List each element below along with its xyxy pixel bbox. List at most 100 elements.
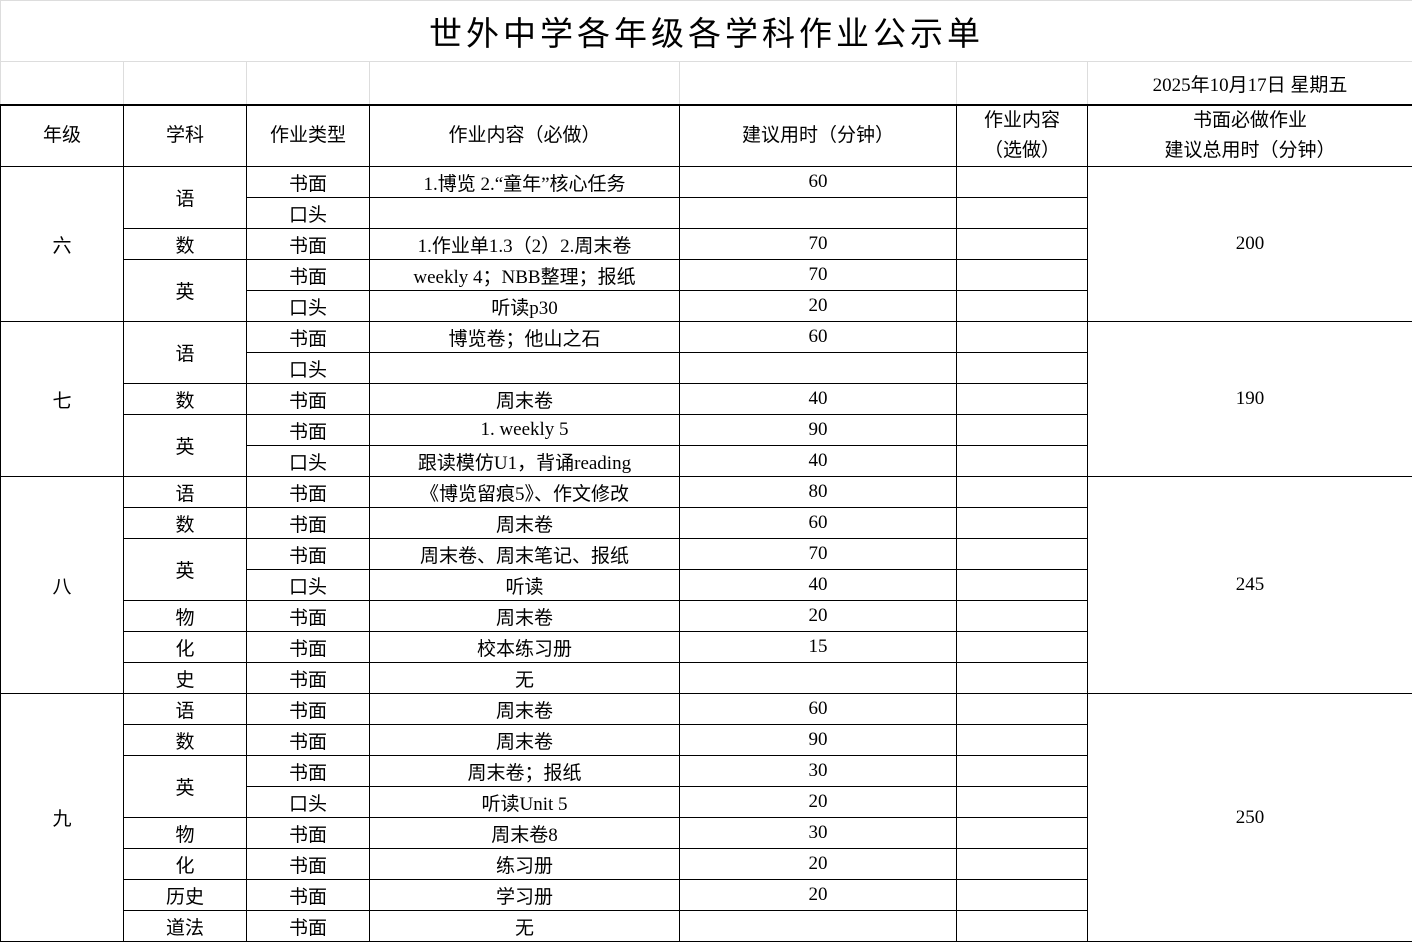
content-cell: 1. weekly 5 (369, 414, 680, 446)
table-row: 道法 书面无 (1, 910, 1412, 942)
minutes-cell: 40 (679, 445, 957, 477)
type-cell: 口头 (246, 569, 370, 601)
content-cell (369, 197, 680, 229)
optional-cell (956, 228, 1088, 260)
content-cell: 听读 (369, 569, 680, 601)
minutes-cell: 60 (679, 321, 957, 353)
content-cell: 练习册 (369, 848, 680, 880)
header-optional: 作业内容 （选做） (956, 104, 1088, 167)
minutes-cell: 15 (679, 631, 957, 663)
type-cell: 书面 (246, 414, 370, 446)
optional-cell (956, 848, 1088, 880)
date-label: 2025年10月17日 星期五 (1086, 61, 1412, 106)
subject-cell: 语 (123, 321, 247, 384)
minutes-cell: 70 (679, 538, 957, 570)
type-cell: 书面 (246, 848, 370, 880)
subject-cell: 英 (123, 259, 247, 322)
minutes-cell: 20 (679, 290, 957, 322)
table-row: 数书面 周末卷 90 (1, 724, 1412, 756)
optional-cell (956, 662, 1088, 694)
optional-cell (956, 290, 1088, 322)
subject-cell: 历史 (123, 879, 247, 911)
optional-cell (956, 383, 1088, 415)
optional-cell (956, 476, 1088, 508)
grade-cell: 七 (0, 321, 124, 477)
minutes-cell (679, 662, 957, 694)
type-cell: 书面 (246, 600, 370, 632)
subject-cell: 语 (123, 693, 247, 725)
optional-cell (956, 755, 1088, 787)
header-total-line1: 书面必做作业 (1193, 110, 1308, 131)
minutes-cell: 90 (679, 414, 957, 446)
header-total-line2: 建议总用时（分钟） (1164, 140, 1336, 161)
subject-cell: 化 (123, 848, 247, 880)
subject-cell: 物 (123, 600, 247, 632)
minutes-cell: 70 (679, 259, 957, 291)
subject-cell: 数 (123, 724, 247, 756)
minutes-cell: 20 (679, 879, 957, 911)
content-cell: 周末卷 (369, 693, 680, 725)
type-cell: 书面 (246, 166, 370, 198)
content-cell: 周末卷；报纸 (369, 755, 680, 787)
type-cell: 书面 (246, 259, 370, 291)
total-minutes-cell: 245 (1086, 476, 1412, 694)
content-cell: 周末卷 (369, 600, 680, 632)
table-row: 七语书面 博览卷；他山之石 60 190 (0, 321, 1412, 477)
table-row: 英书面 周末卷、周末笔记、报纸 70 (1, 538, 1412, 601)
header-total: 书面必做作业建议总用时（分钟） (1086, 104, 1412, 167)
table-row: 八语书面 《博览留痕5》、作文修改 80 245 (0, 476, 1412, 694)
content-cell: 无 (369, 662, 680, 694)
content-cell: 1.博览 2.“童年”核心任务 (369, 166, 680, 198)
content-cell (369, 352, 680, 384)
optional-cell (956, 786, 1088, 818)
header-subject: 学科 (123, 104, 247, 167)
subject-cell: 语 (123, 166, 247, 229)
content-cell: 听读Unit 5 (369, 786, 680, 818)
header-optional-line1: 作业内容 (983, 110, 1060, 131)
type-cell: 书面 (246, 383, 370, 415)
minutes-cell: 20 (679, 600, 957, 632)
total-minutes-cell: 200 (1086, 166, 1412, 322)
optional-cell (956, 445, 1088, 477)
type-cell: 书面 (246, 693, 370, 725)
content-cell: 1.作业单1.3（2）2.周末卷 (369, 228, 680, 260)
content-cell: weekly 4；NBB整理；报纸 (369, 259, 680, 291)
minutes-cell: 40 (679, 569, 957, 601)
minutes-cell (679, 352, 957, 384)
total-minutes-cell: 190 (1086, 321, 1412, 477)
table-row: 物书面 周末卷 20 (1, 600, 1412, 632)
optional-cell (956, 879, 1088, 911)
minutes-cell (679, 197, 957, 229)
optional-cell (956, 414, 1088, 446)
type-cell: 口头 (246, 197, 370, 229)
content-cell: 《博览留痕5》、作文修改 (369, 476, 680, 508)
type-cell: 书面 (246, 662, 370, 694)
optional-cell (956, 197, 1088, 229)
content-cell: 博览卷；他山之石 (369, 321, 680, 353)
minutes-cell: 20 (679, 848, 957, 880)
optional-cell (956, 166, 1088, 198)
content-cell: 校本练习册 (369, 631, 680, 663)
minutes-cell: 60 (679, 693, 957, 725)
header-grade: 年级 (0, 104, 124, 167)
optional-cell (956, 600, 1088, 632)
minutes-cell: 30 (679, 755, 957, 787)
type-cell: 书面 (246, 910, 370, 942)
table-row: 化书面 练习册 20 (1, 848, 1412, 880)
content-cell: 周末卷 (369, 383, 680, 415)
content-cell: 听读p30 (369, 290, 680, 322)
type-cell: 书面 (246, 755, 370, 787)
subject-cell: 物 (123, 817, 247, 849)
type-cell: 书面 (246, 817, 370, 849)
type-cell: 书面 (246, 879, 370, 911)
optional-cell (956, 259, 1088, 291)
content-cell: 无 (369, 910, 680, 942)
minutes-cell: 70 (679, 228, 957, 260)
table-row: 物书面 周末卷8 30 (1, 817, 1412, 849)
type-cell: 口头 (246, 352, 370, 384)
minutes-cell: 30 (679, 817, 957, 849)
minutes-cell: 60 (679, 166, 957, 198)
table-row: 口头 (1, 352, 1412, 384)
minutes-cell: 90 (679, 724, 957, 756)
table-row: 史书面无 (1, 662, 1412, 694)
